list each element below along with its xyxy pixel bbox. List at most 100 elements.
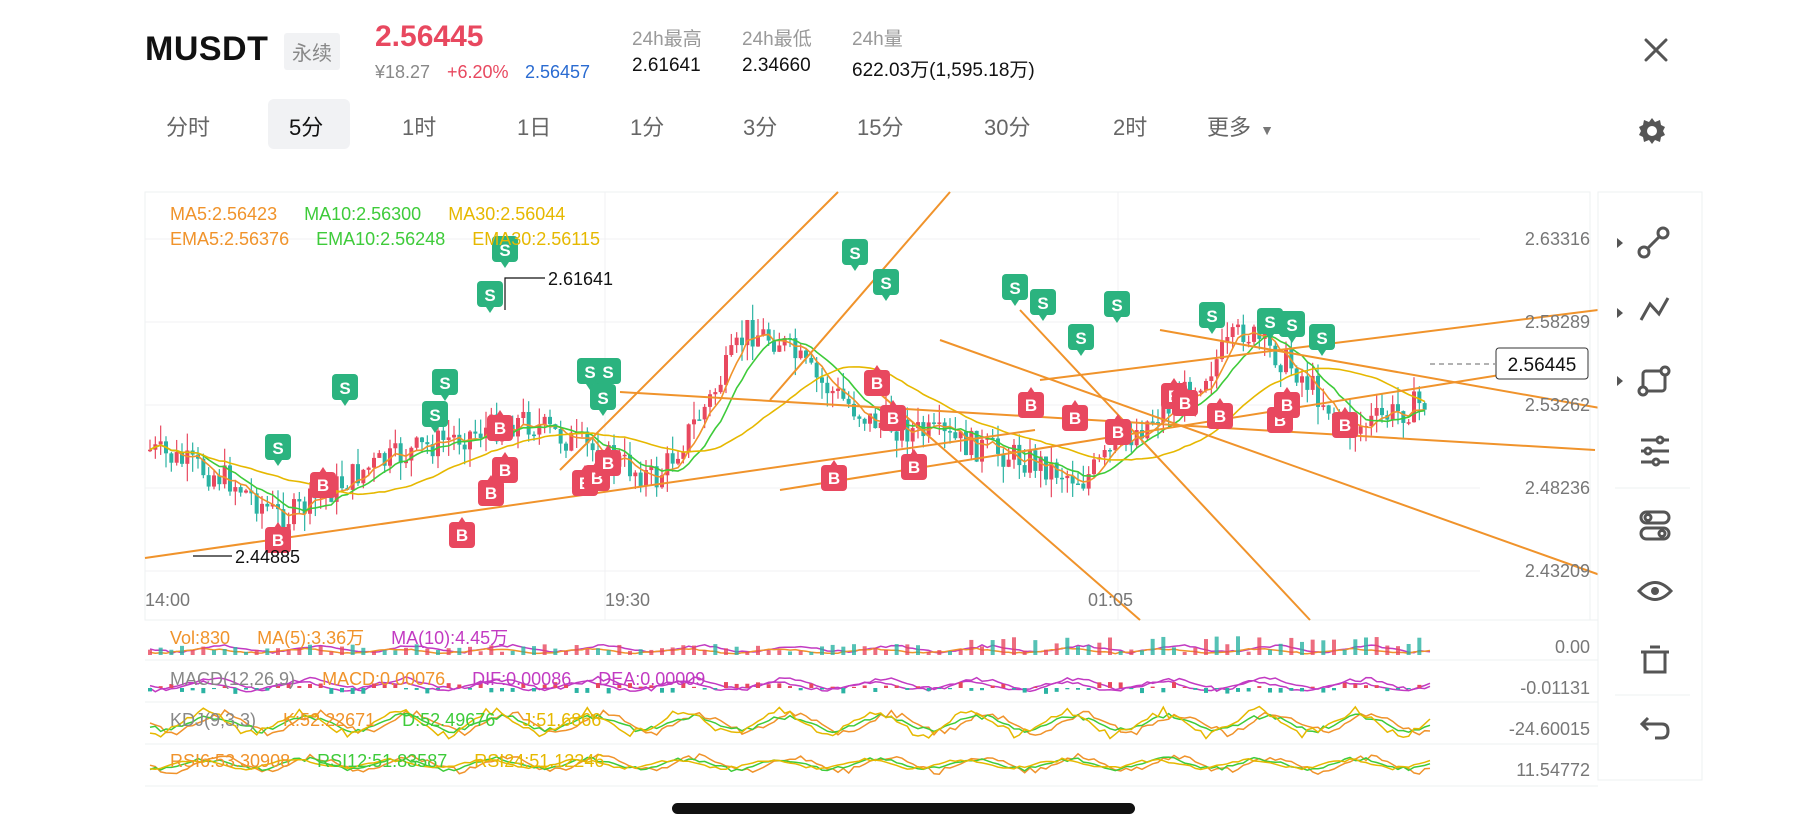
- tab-timeline[interactable]: 分时: [166, 115, 211, 140]
- macd-bar: [350, 688, 355, 694]
- tab-15m[interactable]: 15分: [857, 115, 904, 140]
- buy-marker: [864, 370, 890, 396]
- candle-body: [1092, 459, 1096, 475]
- macd-bar: [1065, 688, 1070, 690]
- candle-body: [761, 329, 766, 336]
- buy-marker: [1332, 412, 1358, 438]
- macd-histogram: [148, 682, 1422, 694]
- shape-tool-button[interactable]: [1617, 365, 1671, 397]
- tab-1h[interactable]: 1时: [402, 115, 437, 140]
- candle-body: [1289, 349, 1294, 369]
- tab-1d[interactable]: 1日: [517, 115, 552, 140]
- mark-price: 2.56457: [525, 62, 591, 82]
- settings-switch-icon: [1639, 510, 1671, 541]
- volume-bar: [510, 650, 515, 655]
- macd-bar: [1289, 688, 1294, 691]
- volume-bar: [382, 650, 387, 655]
- sell-marker-label: S: [1316, 329, 1327, 348]
- sell-marker: [492, 236, 518, 262]
- macd-bar: [852, 686, 856, 688]
- candle-body: [825, 382, 830, 394]
- tab-2h[interactable]: 2时: [1113, 115, 1148, 140]
- candle-body: [1150, 421, 1155, 423]
- tab-more[interactable]: 更多 ▼: [1207, 110, 1274, 142]
- close-button[interactable]: [1636, 30, 1676, 70]
- buy-marker: [1274, 392, 1300, 418]
- candle-body: [692, 419, 696, 425]
- settings-button[interactable]: [1636, 115, 1668, 147]
- sell-marker-label: S: [602, 363, 613, 382]
- candle-body: [217, 475, 222, 485]
- candle-body: [244, 490, 248, 493]
- candle-body: [1225, 337, 1230, 342]
- volume-bar: [318, 646, 323, 655]
- candle-body: [1070, 475, 1075, 484]
- tab-30m[interactable]: 30分: [984, 115, 1031, 140]
- line-tool-button[interactable]: [1617, 226, 1670, 259]
- candle-body: [260, 503, 264, 514]
- undo-button[interactable]: [1639, 716, 1670, 740]
- volume-bar: [1342, 649, 1347, 655]
- buy-marker: [880, 405, 906, 431]
- buy-marker-label: B: [1069, 409, 1081, 428]
- macd-bar: [478, 683, 483, 688]
- sell-marker-label: S: [429, 406, 440, 425]
- volume-bar: [894, 644, 899, 655]
- volume-bar: [1086, 645, 1091, 655]
- volume-bar: [169, 649, 174, 655]
- macd-bar: [446, 683, 451, 688]
- buy-marker: [310, 472, 336, 498]
- volume-bar: [244, 651, 248, 655]
- volume-legend: Vol:830 MA(5):3.36万 MA(10):4.45万: [170, 628, 508, 648]
- volume-bar: [180, 645, 184, 655]
- candle-body: [1278, 365, 1283, 373]
- macd-bar: [713, 688, 718, 690]
- tab-3m[interactable]: 3分: [743, 115, 778, 140]
- macd-bar: [1172, 682, 1176, 688]
- delete-button[interactable]: [1641, 645, 1669, 674]
- visibility-button[interactable]: [1636, 581, 1674, 601]
- volume-bar: [1001, 639, 1006, 655]
- chart-grid: [144, 191, 1598, 787]
- volume-bar: [1364, 637, 1368, 655]
- volume-bar: [980, 646, 984, 655]
- candle-body: [708, 394, 712, 407]
- current-price-box: [1495, 347, 1589, 380]
- sell-marker-pointer: [1011, 300, 1019, 306]
- candle-body: [681, 451, 686, 459]
- volume-bar: [1406, 643, 1411, 655]
- candle-body: [1321, 405, 1326, 407]
- sell-marker: [595, 358, 621, 384]
- toolbar-panel: [1597, 191, 1703, 781]
- candle-body: [1145, 421, 1150, 439]
- drawing-toolbar: [1597, 191, 1703, 781]
- macd-bar: [724, 682, 728, 688]
- macd-bar: [361, 688, 366, 694]
- settings-switch-button[interactable]: [1639, 510, 1671, 541]
- candle-body: [1396, 404, 1400, 412]
- stat-volume-value: 622.03万(1,595.18万): [852, 60, 1035, 81]
- sell-marker-label: S: [484, 286, 495, 305]
- candle-body: [1300, 376, 1304, 383]
- candle-body: [212, 475, 216, 487]
- macd-bar: [1406, 688, 1411, 690]
- trendline: [559, 191, 839, 471]
- candle-body: [1230, 327, 1235, 338]
- volume-bar: [158, 647, 163, 655]
- candle-body: [702, 406, 707, 420]
- tab-1m[interactable]: 1分: [630, 115, 665, 140]
- drawn-trendlines[interactable]: [144, 191, 1601, 621]
- tab-5m[interactable]: 5分: [289, 115, 324, 140]
- candle-body: [649, 466, 654, 471]
- candle-body: [1102, 450, 1107, 458]
- candle-body: [665, 453, 670, 476]
- sliders-button[interactable]: [1641, 435, 1669, 467]
- close-icon: [1644, 38, 1668, 62]
- trend-tool-button[interactable]: [1617, 297, 1670, 321]
- candle-body: [254, 493, 259, 514]
- volume-bar: [1214, 636, 1219, 655]
- buy-marker-pointer: [830, 460, 838, 466]
- candle-body: [1017, 444, 1022, 466]
- volume-bar: [478, 651, 483, 655]
